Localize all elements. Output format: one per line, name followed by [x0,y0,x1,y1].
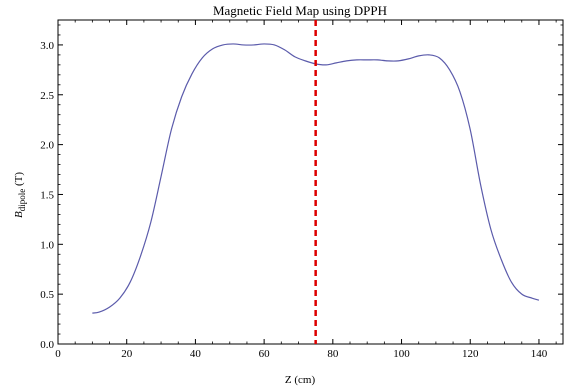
x-tick-label: 40 [190,348,202,360]
y-axis-label: Bdipole (T) [13,172,27,218]
y-tick-label: 2.5 [40,90,54,102]
plot-frame [57,19,564,345]
x-tick-label: 20 [121,348,133,360]
plot-area: 0 20 40 60 80 100 120 140 0.0 0.5 1.0 1.5 2.0 2.5 3.0 [40,19,564,360]
chart-title: Magnetic Field Map using DPPH [213,3,387,18]
x-tick-label: 60 [259,348,271,360]
y-tick-label: 0.5 [40,289,54,301]
x-tick-label: 80 [327,348,339,360]
x-tick-label: 100 [393,348,410,360]
y-tick-label: 2.0 [40,140,54,152]
y-axis-label-sub: dipole [17,189,27,212]
x-tick-label: 140 [531,348,548,360]
y-tick-label: 1.5 [40,189,54,201]
y-axis-label-main: B [13,211,25,218]
y-tick-label: 3.0 [40,40,54,52]
y-tick-label: 1.0 [40,239,54,251]
y-axis-label-unit: (T) [13,172,25,189]
x-tick-label: 120 [462,348,479,360]
y-tick-label: 0.0 [40,339,54,351]
x-axis-label: Z (cm) [285,374,316,386]
x-tick-label: 0 [55,348,61,360]
